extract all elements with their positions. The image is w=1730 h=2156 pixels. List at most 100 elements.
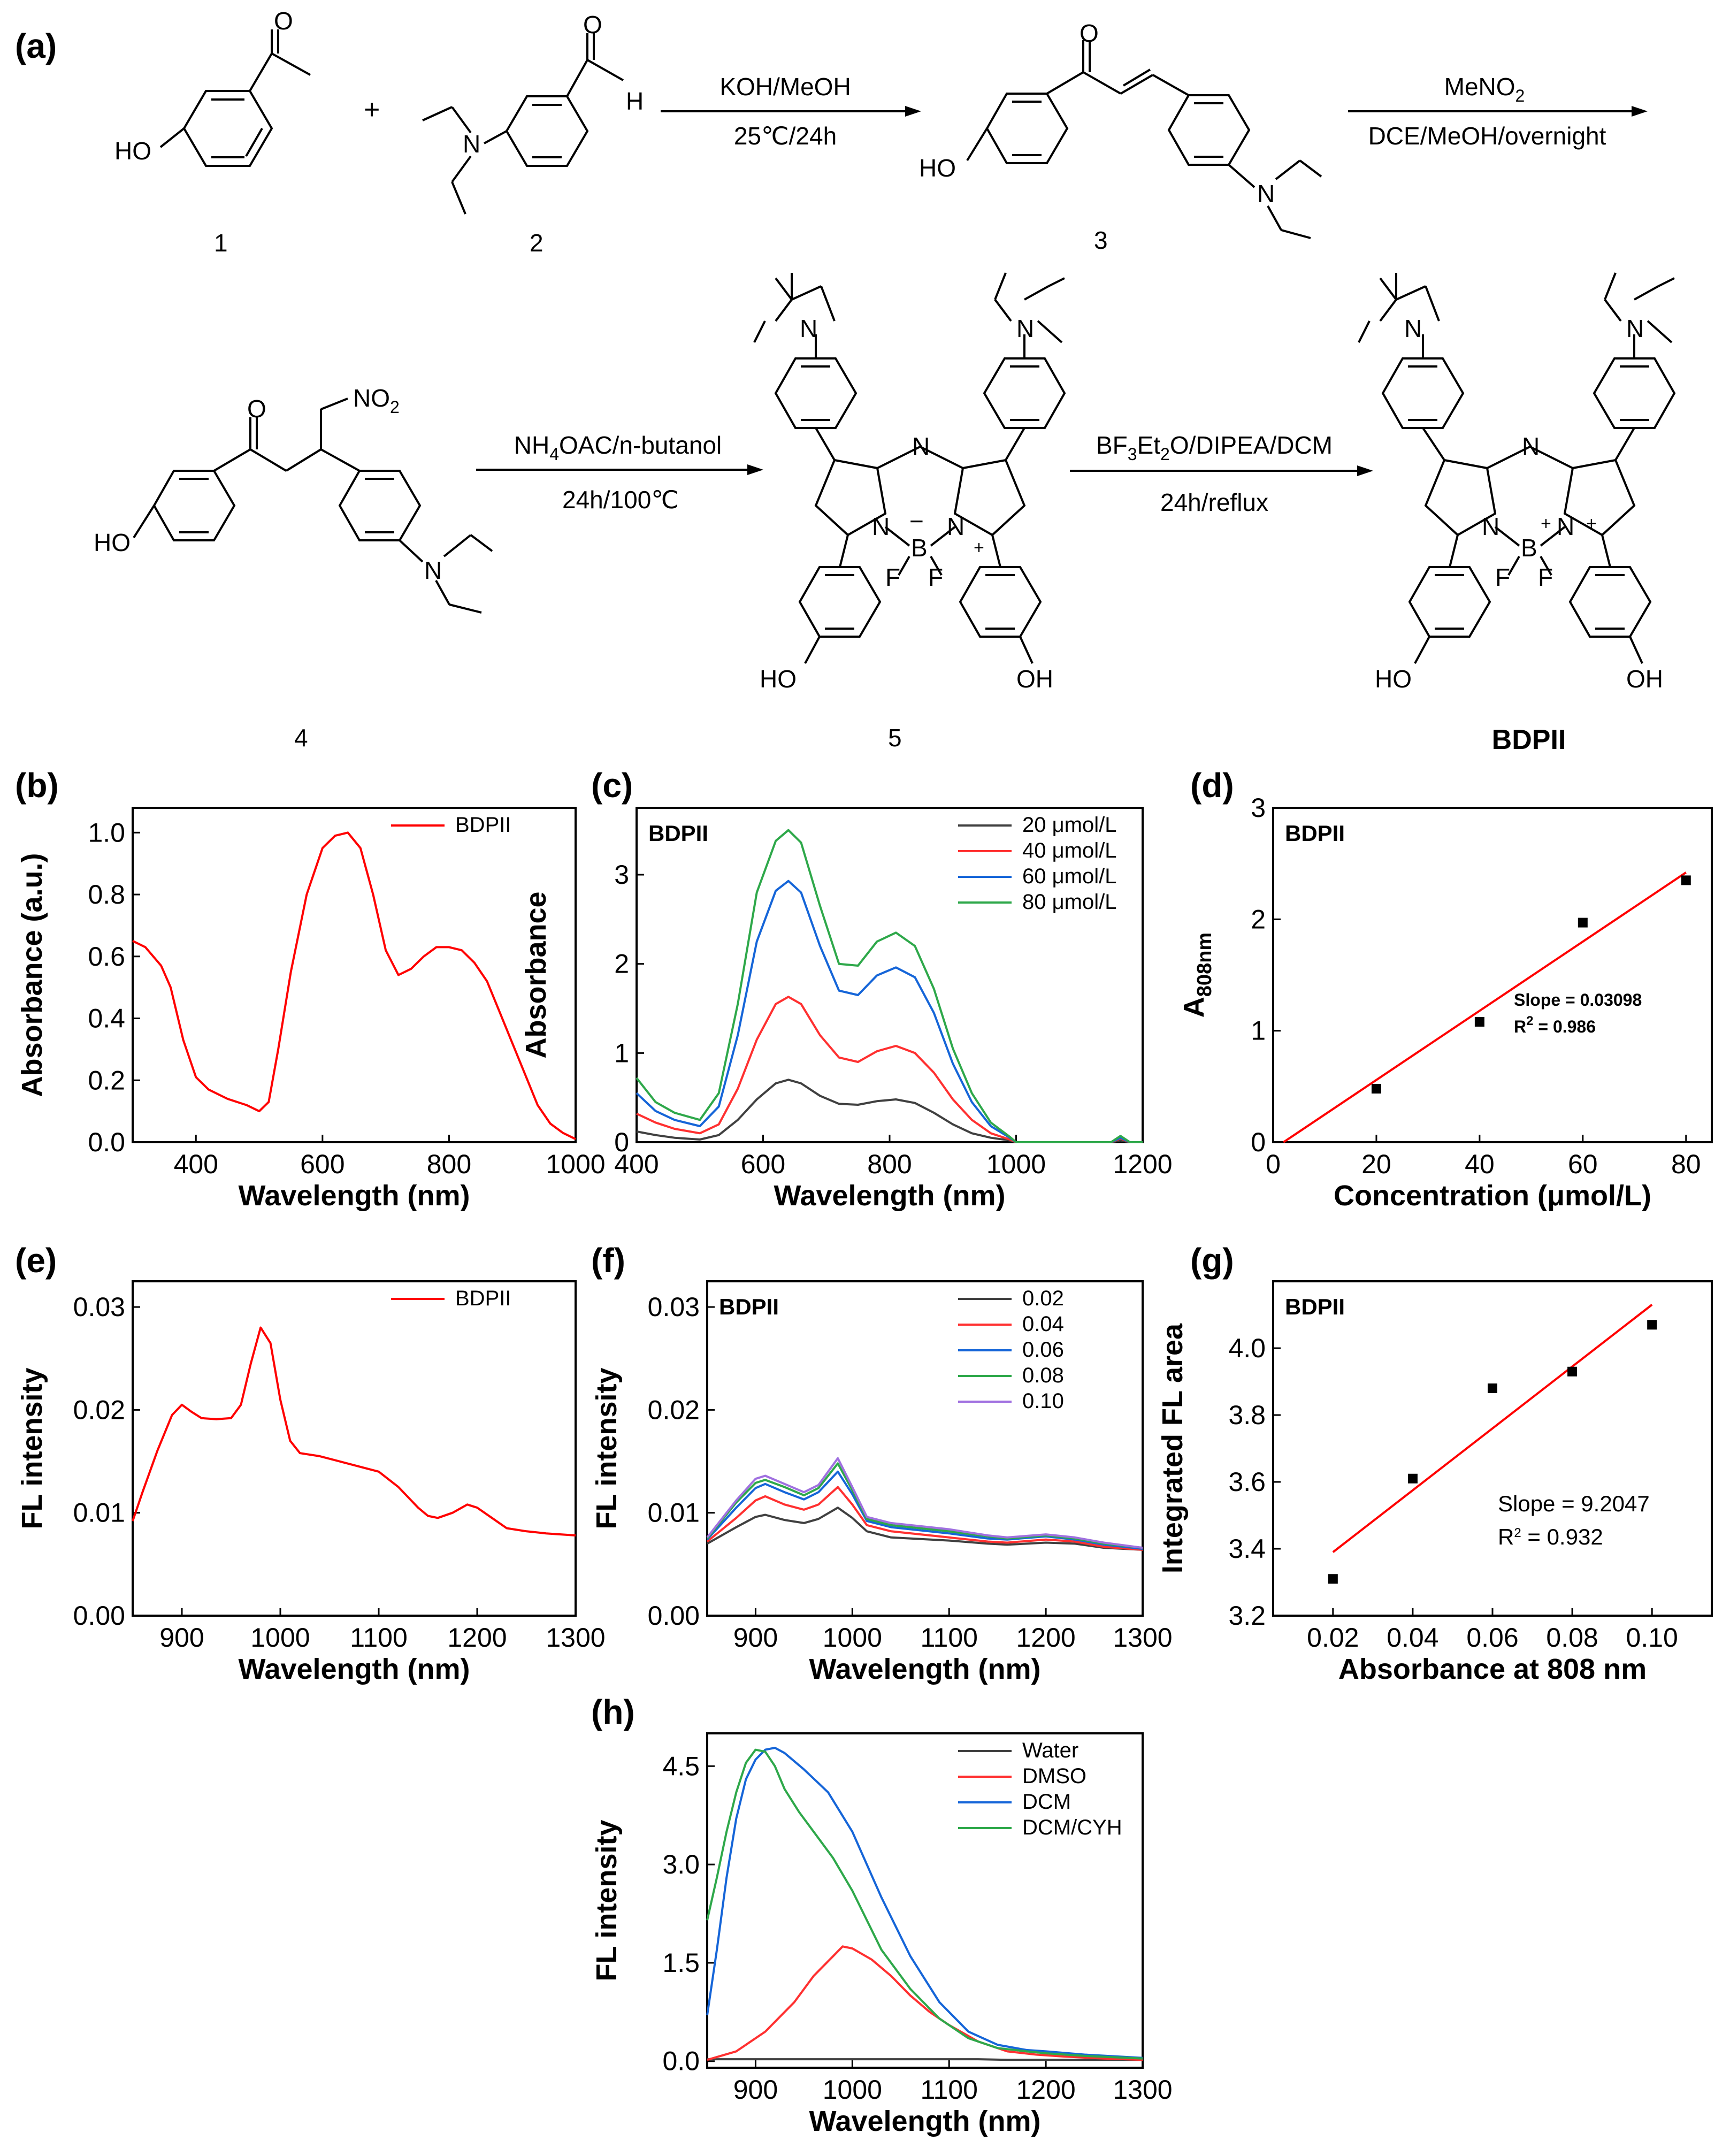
x-tick-label: 1200 bbox=[1113, 1149, 1172, 1179]
legend-label: Water bbox=[1022, 1739, 1078, 1762]
atom-ho: HO bbox=[94, 529, 131, 556]
step-4-conditions: 24h/reflux bbox=[1160, 488, 1268, 516]
x-tick-label: 0.10 bbox=[1626, 1623, 1678, 1653]
atom-ho: HO bbox=[760, 665, 797, 693]
x-tick-label: 20 bbox=[1361, 1149, 1391, 1179]
plot-frame bbox=[132, 807, 577, 1143]
x-axis-title: Wavelength (nm) bbox=[774, 1180, 1005, 1212]
x-tick-label: 0.06 bbox=[1466, 1623, 1518, 1653]
x-axis-title: Wavelength (nm) bbox=[809, 2105, 1040, 2137]
compound-1-structure: O HO bbox=[114, 7, 311, 167]
atom-n: N bbox=[1257, 180, 1275, 208]
chart-title: BDPII bbox=[648, 821, 708, 846]
panel-label-d: (d) bbox=[1190, 766, 1234, 805]
y-tick-label: 0.03 bbox=[648, 1292, 700, 1322]
y-tick-label: 3.4 bbox=[1228, 1534, 1266, 1564]
step-1-reagents: KOH/MeOH bbox=[719, 73, 851, 101]
slope-annotation: Slope = 0.03098 bbox=[1514, 990, 1642, 1010]
synthesis-scheme: (a) O HO 1 + bbox=[15, 7, 1676, 755]
chart-f: (f) 900 1000 1100 1200 1300 0.00 0.01 0.02 0.03 Wa… bbox=[591, 1241, 1173, 1685]
compound-5-structure: N N N B − + F F N N HO OH bbox=[753, 272, 1066, 693]
step-1-conditions: 25℃/24h bbox=[734, 122, 837, 150]
r2-annotation: R2 = 0.932 bbox=[1498, 1524, 1603, 1549]
y-tick-label: 2 bbox=[614, 949, 629, 979]
x-tick-label: 1000 bbox=[986, 1149, 1046, 1179]
x-tick-label: 1200 bbox=[1016, 2075, 1075, 2105]
charge-plus: + bbox=[1541, 514, 1551, 534]
charge-minus: − bbox=[909, 507, 924, 535]
x-tick-label: 1300 bbox=[546, 1623, 605, 1653]
series-line-0-02 bbox=[707, 1507, 1143, 1551]
y-tick-label: 3.2 bbox=[1228, 1601, 1266, 1631]
y-axis-title: Integrated FL area bbox=[1157, 1323, 1189, 1573]
r2-annotation: R2 = 0.986 bbox=[1514, 1014, 1596, 1036]
chart-h: (h) 900 1000 1100 1200 1300 0.0 1.5 3.0 4.5 Wavele… bbox=[591, 1693, 1173, 2137]
y-tick-label: 0.01 bbox=[648, 1498, 700, 1528]
compound-3-structure: O HO N bbox=[919, 19, 1322, 239]
atom-n: N bbox=[463, 130, 480, 158]
reaction-step-1: KOH/MeOH 25℃/24h bbox=[661, 73, 921, 150]
chart-b: (b) 400 600 800 1000 0.0 0.2 0.4 0.6 0.8 1.0 Wavele… bbox=[15, 766, 606, 1212]
reaction-step-3: NH4OAC/n-butanol 24h/100℃ bbox=[476, 431, 763, 514]
chart-e: (e) 900 1000 1100 1200 1300 0.00 0.01 0.02 0.03 Wa… bbox=[15, 1241, 606, 1685]
atom-ho: HO bbox=[114, 137, 151, 165]
x-tick-label: 1000 bbox=[823, 1623, 882, 1653]
y-axis-title: FL intensity bbox=[591, 1367, 623, 1529]
y-tick-label: 0.6 bbox=[88, 942, 125, 972]
reaction-step-4: BF3Et2O/DIPEA/DCM 24h/reflux bbox=[1070, 431, 1373, 516]
series-line-0-10 bbox=[706, 1457, 1143, 1549]
r2-superscript: 2 bbox=[1526, 1014, 1533, 1028]
atom-b: B bbox=[1521, 534, 1537, 562]
y-tick-label: 3 bbox=[1251, 793, 1266, 823]
x-tick-label: 900 bbox=[733, 1623, 778, 1653]
legend-label: 0.08 bbox=[1022, 1364, 1064, 1387]
x-tick-label: 1200 bbox=[1016, 1623, 1075, 1653]
series-line-dcm bbox=[706, 1747, 1143, 2059]
series-line-dmso bbox=[707, 1945, 1143, 2061]
legend-label: DMSO bbox=[1022, 1764, 1086, 1788]
plot-frame bbox=[1272, 1280, 1713, 1617]
series-line-20-mol-l bbox=[636, 1079, 1143, 1143]
series-line-0-04 bbox=[706, 1486, 1143, 1551]
legend-label: DCM/CYH bbox=[1022, 1816, 1122, 1839]
atom-o: O bbox=[583, 11, 602, 39]
data-point bbox=[1407, 1473, 1418, 1484]
y-axis-title: Absorbance bbox=[520, 891, 552, 1058]
atom-n: N bbox=[1016, 315, 1034, 342]
atom-n: N bbox=[1557, 513, 1574, 540]
y-axis-title-main: A bbox=[1178, 997, 1210, 1018]
bdpii-structure: N N N B + + F F N N HO OH bbox=[1358, 272, 1676, 693]
x-axis-title: Absorbance at 808 nm bbox=[1338, 1653, 1647, 1685]
y-axis-title: FL intensity bbox=[591, 1819, 623, 1981]
chart-title: BDPII bbox=[1285, 821, 1345, 846]
y-tick-label: 3.0 bbox=[662, 1849, 700, 1879]
x-tick-label: 0 bbox=[1266, 1149, 1281, 1179]
y-tick-label: 2 bbox=[1251, 904, 1266, 934]
atom-o: O bbox=[1080, 19, 1099, 47]
plot-frame bbox=[132, 1280, 577, 1617]
slope-annotation: Slope = 9.2047 bbox=[1498, 1491, 1650, 1516]
legend-label: 40 μmol/L bbox=[1022, 839, 1116, 862]
y-tick-label: 3.8 bbox=[1228, 1400, 1266, 1430]
data-point bbox=[1474, 1017, 1484, 1027]
data-point bbox=[1371, 1084, 1381, 1094]
plus-sign: + bbox=[364, 94, 380, 125]
x-tick-label: 1100 bbox=[920, 1623, 978, 1653]
chart-title: BDPII bbox=[1285, 1294, 1345, 1319]
legend-label: 80 μmol/L bbox=[1022, 890, 1116, 914]
atom-n: N bbox=[424, 556, 442, 584]
y-tick-label: 1 bbox=[614, 1038, 629, 1068]
x-axis-title: Wavelength (nm) bbox=[238, 1653, 470, 1685]
r2-value: = 0.986 bbox=[1533, 1017, 1596, 1036]
chart-c: (c) 400 600 800 1000 1200 0 1 2 3 Wavelength (nm) A… bbox=[520, 766, 1173, 1212]
x-tick-label: 1200 bbox=[447, 1623, 507, 1653]
x-tick-label: 900 bbox=[159, 1623, 204, 1653]
y-tick-label: 0.01 bbox=[73, 1498, 125, 1528]
data-point bbox=[1578, 918, 1588, 928]
series-line-dcm-cyh bbox=[706, 1748, 1143, 2060]
step-2-conditions: DCE/MeOH/overnight bbox=[1368, 122, 1606, 150]
x-tick-label: 0.02 bbox=[1307, 1623, 1359, 1653]
series-line-water bbox=[707, 2058, 1143, 2061]
x-tick-label: 900 bbox=[733, 2075, 778, 2105]
